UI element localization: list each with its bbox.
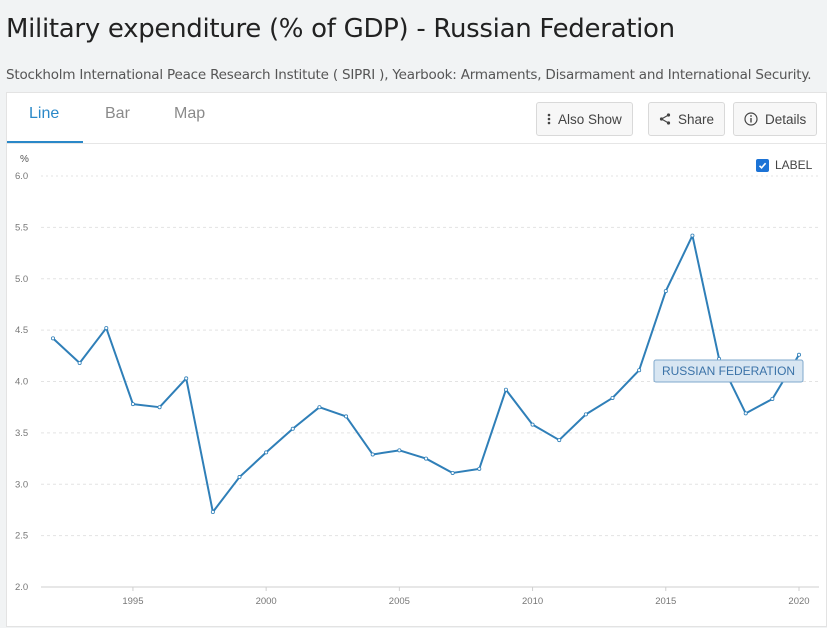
series-label: RUSSIAN FEDERATION [662, 364, 795, 378]
label-toggle-text: LABEL [775, 158, 813, 172]
data-point [157, 405, 162, 410]
data-point [450, 470, 455, 475]
data-point [264, 450, 269, 455]
source-note: Stockholm International Peace Research I… [6, 67, 812, 83]
x-tick-label: 1995 [122, 596, 143, 607]
data-point [104, 326, 109, 331]
data-point [184, 376, 189, 381]
data-point [317, 405, 322, 410]
y-tick-label: 2.5 [15, 531, 28, 542]
x-tick-label: 2010 [522, 596, 543, 607]
details-button[interactable]: Details [733, 102, 818, 136]
data-point [770, 396, 775, 401]
details-label: Details [765, 111, 807, 127]
data-point [797, 352, 802, 357]
y-tick-label: 4.0 [15, 377, 28, 388]
data-point [344, 414, 349, 419]
tab-divider [7, 143, 827, 144]
y-tick-label: 5.0 [15, 274, 28, 285]
label-toggle[interactable]: LABEL [756, 158, 812, 172]
share-icon [659, 113, 671, 125]
x-tick-label: 2000 [256, 596, 277, 607]
data-point [290, 426, 295, 431]
line-chart: 2.0 2.5 3.0 3.5 4.0 4.5 5.0 5.5 6.0 1995 2000 2005 2… [15, 171, 819, 607]
chart-card: Line Bar Map Also Show Share Details % L… [6, 92, 827, 627]
data-point [77, 361, 82, 366]
data-point [530, 422, 535, 427]
data-point [51, 336, 56, 341]
label-checkbox[interactable] [756, 158, 769, 172]
active-tab-indicator [7, 141, 83, 144]
data-point [370, 452, 375, 457]
data-point [743, 411, 748, 416]
y-tick-label: 2.0 [15, 582, 28, 593]
info-icon [744, 112, 758, 126]
share-button[interactable]: Share [648, 102, 726, 136]
tab-map[interactable]: Map [174, 105, 206, 122]
data-point [477, 466, 482, 471]
x-tick-label: 2015 [655, 596, 676, 607]
data-point [130, 402, 135, 407]
series-label-box [653, 359, 804, 383]
more-vertical-icon [547, 113, 551, 125]
data-point [610, 395, 615, 400]
data-point [663, 289, 668, 294]
page-title: Military expenditure (% of GDP) - Russia… [6, 14, 675, 44]
also-show-button[interactable]: Also Show [536, 102, 633, 136]
data-point [557, 438, 562, 443]
data-point [690, 233, 695, 238]
y-tick-label: 5.5 [15, 222, 28, 233]
y-tick-label: 6.0 [15, 171, 28, 182]
data-point [423, 456, 428, 461]
tab-line[interactable]: Line [29, 105, 60, 122]
data-point [210, 509, 215, 514]
data-point [583, 412, 588, 417]
data-point [503, 387, 508, 392]
y-tick-label: 3.5 [15, 428, 28, 439]
share-label: Share [678, 111, 715, 127]
data-point [397, 448, 402, 453]
checkmark-icon [758, 162, 767, 169]
y-tick-label: 4.5 [15, 325, 28, 336]
also-show-label: Also Show [558, 111, 622, 127]
x-tick-label: 2005 [389, 596, 410, 607]
y-axis-unit: % [20, 154, 29, 165]
x-tick-label: 2020 [788, 596, 809, 607]
data-point [637, 368, 642, 373]
y-tick-label: 3.0 [15, 479, 28, 490]
data-point [237, 475, 242, 480]
tab-bar[interactable]: Bar [105, 105, 130, 122]
